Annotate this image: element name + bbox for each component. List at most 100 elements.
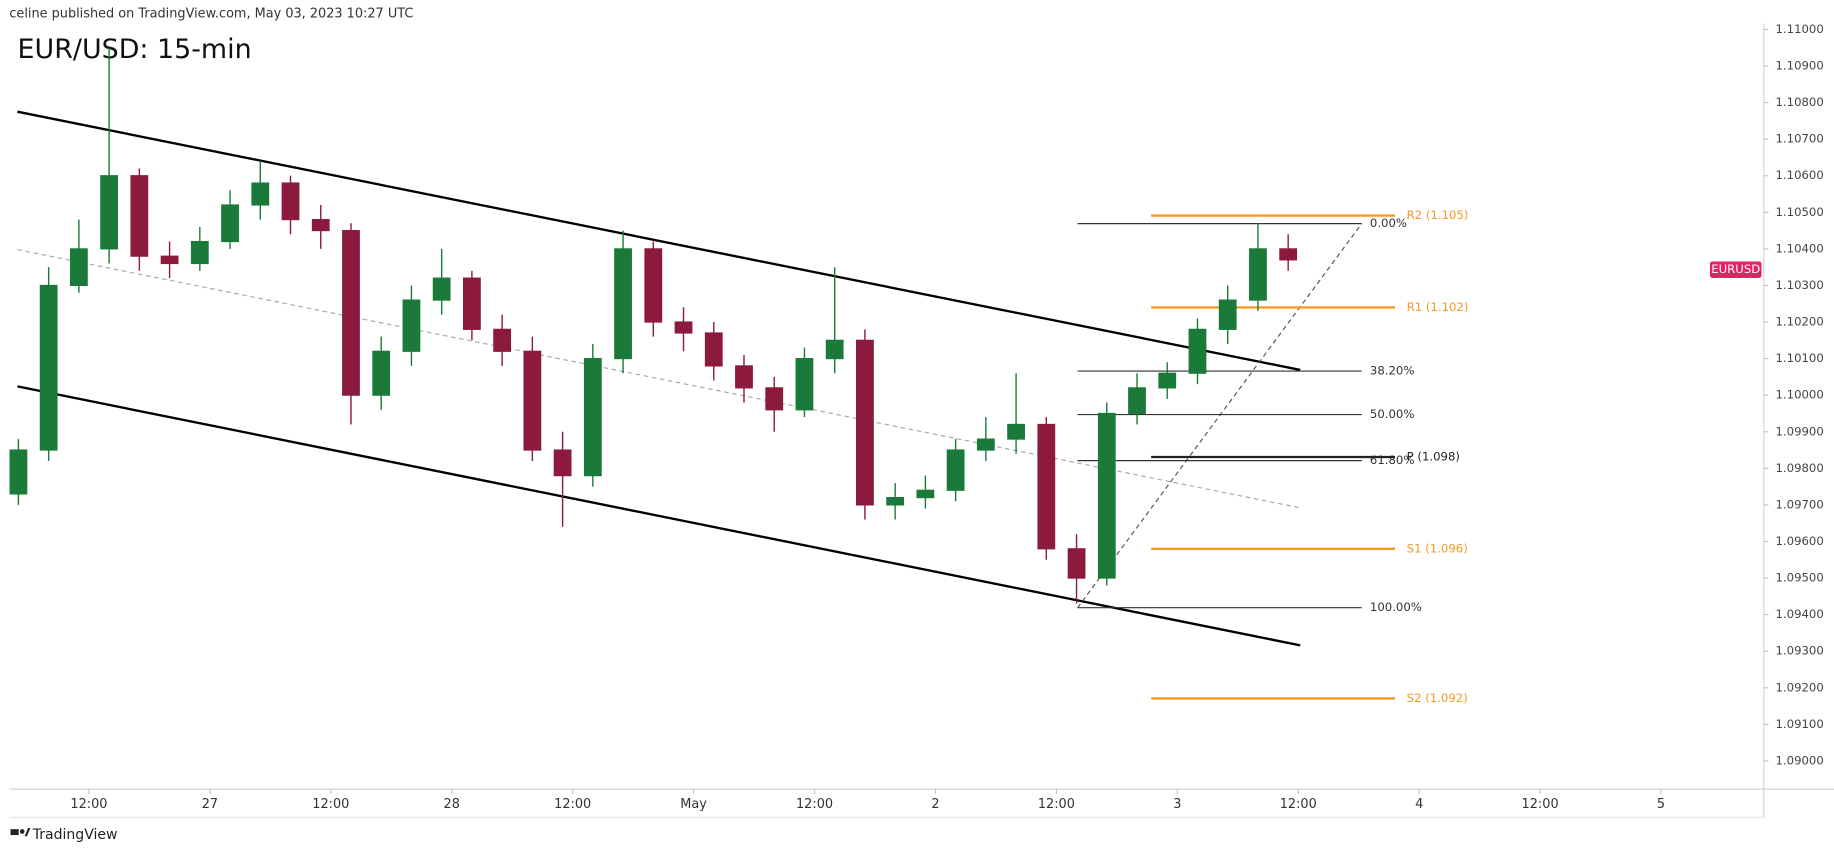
candle-body	[735, 365, 753, 389]
candle-body	[523, 350, 542, 451]
x-tick-label: 27	[202, 797, 218, 812]
logo	[10, 827, 31, 837]
x-tick-label: 12:00	[70, 797, 107, 812]
candle-body	[856, 339, 874, 506]
y-tick-label: 1.09100	[1776, 717, 1824, 731]
y-tick-label: 1.11000	[1776, 22, 1824, 36]
fib-label: 50.00%	[1370, 407, 1415, 421]
candle-body	[463, 277, 481, 330]
candle-body	[251, 182, 270, 206]
y-tick-label: 1.09600	[1776, 534, 1824, 548]
candle-body	[1067, 548, 1086, 579]
x-tick-label: 12:00	[1038, 797, 1075, 812]
y-tick-label: 1.10000	[1776, 388, 1824, 402]
y-tick-label: 1.09200	[1776, 680, 1824, 694]
fib-label: 0.00%	[1370, 216, 1407, 230]
x-tick-label: 4	[1415, 797, 1423, 812]
candle-body	[976, 438, 995, 451]
candle-body	[69, 248, 88, 287]
candle-body	[493, 328, 512, 352]
candle-body	[402, 299, 421, 352]
candle-body	[221, 204, 239, 243]
candle-body	[160, 255, 179, 265]
candle-body	[130, 175, 149, 257]
candle-body	[39, 284, 58, 451]
candle-body	[916, 489, 935, 499]
candle-body	[644, 248, 663, 323]
y-tick-label: 1.10100	[1776, 351, 1824, 365]
chart-title: EUR/USD: 15-min	[18, 34, 252, 65]
candle-body	[1097, 412, 1116, 579]
candle-body	[311, 219, 330, 232]
candle-body	[9, 449, 28, 495]
footer: TradingView	[32, 827, 118, 843]
candle-body	[795, 358, 814, 411]
x-tick-label: 12:00	[1280, 797, 1317, 812]
pivot-label: R2 (1.105)	[1407, 208, 1469, 222]
y-tick-label: 1.10200	[1776, 314, 1824, 328]
plot-area	[9, 23, 1764, 790]
y-tick-label: 1.10700	[1776, 132, 1824, 146]
candle-body	[1128, 387, 1146, 415]
symbol-label: EURUSD	[1711, 262, 1760, 276]
x-tick-label: 12:00	[1522, 797, 1559, 812]
y-tick-label: 1.10500	[1776, 205, 1824, 219]
candle-body	[1188, 328, 1207, 374]
x-tick-label: 12:00	[554, 797, 591, 812]
y-tick-label: 1.09300	[1776, 644, 1824, 658]
candle-body	[674, 321, 693, 334]
candle-body	[825, 339, 844, 360]
y-tick-label: 1.09000	[1776, 753, 1824, 767]
candle-body	[342, 229, 360, 396]
candle-body	[1037, 423, 1056, 550]
y-tick-label: 1.09800	[1776, 461, 1824, 475]
trend-line	[17, 110, 1301, 372]
candle-body	[1158, 372, 1177, 389]
x-tick-label: 3	[1173, 797, 1181, 812]
x-tick-label: 12:00	[796, 797, 833, 812]
fib-label: 38.20%	[1370, 364, 1415, 378]
y-tick-label: 1.09700	[1776, 497, 1824, 511]
candle-body	[432, 277, 451, 301]
candle-body	[946, 449, 965, 491]
pivot-label: P (1.098)	[1407, 449, 1460, 463]
y-tick-label: 1.10900	[1776, 58, 1824, 72]
y-tick-label: 1.10300	[1776, 278, 1824, 292]
x-tick-label: 12:00	[312, 797, 349, 812]
caption: celine published on TradingView.com, May…	[9, 7, 413, 22]
pivot-label: S1 (1.096)	[1407, 541, 1468, 555]
y-tick-label: 1.09900	[1776, 424, 1824, 438]
y-tick-label: 1.10800	[1776, 95, 1824, 109]
fib-label: 100.00%	[1370, 600, 1422, 614]
candle-body	[1007, 423, 1025, 440]
x-tick-label: 28	[444, 797, 460, 812]
x-tick-label: 2	[931, 797, 939, 812]
candle-body	[704, 332, 723, 367]
symbol-tag	[1710, 261, 1762, 278]
pivot-label: S2 (1.092)	[1407, 691, 1468, 705]
y-tick-label: 1.10600	[1776, 168, 1824, 182]
candle-body	[281, 182, 300, 221]
y-tick-label: 1.09500	[1776, 571, 1824, 585]
candle-body	[372, 350, 391, 396]
trend-line	[17, 385, 1301, 647]
x-tick-label: 5	[1657, 797, 1665, 812]
y-tick-label: 1.09400	[1776, 607, 1824, 621]
x-tick-label: May	[680, 797, 707, 812]
candle-body	[583, 358, 602, 477]
candle-body	[1218, 299, 1237, 330]
candle-body	[765, 387, 784, 411]
candle-body	[1249, 248, 1267, 301]
y-tick-label: 1.10400	[1776, 241, 1824, 255]
candle-body	[100, 175, 119, 250]
candle-body	[190, 240, 209, 265]
candle-body	[553, 449, 572, 477]
trend-line	[17, 249, 1301, 509]
pivot-label: R1 (1.102)	[1407, 300, 1469, 314]
candle-body	[1279, 248, 1298, 261]
fib-diagonal	[1077, 223, 1363, 609]
candle-body	[614, 248, 632, 360]
candle-body	[886, 497, 905, 506]
